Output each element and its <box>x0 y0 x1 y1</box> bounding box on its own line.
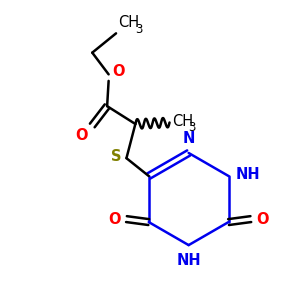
Text: CH: CH <box>118 15 140 30</box>
Text: NH: NH <box>236 167 261 182</box>
Text: 3: 3 <box>135 23 142 36</box>
Text: NH: NH <box>176 253 201 268</box>
Text: O: O <box>109 212 121 226</box>
Text: O: O <box>256 212 269 226</box>
Text: O: O <box>75 128 88 143</box>
Text: 3: 3 <box>188 122 196 134</box>
Text: O: O <box>112 64 125 80</box>
Text: CH: CH <box>172 114 193 129</box>
Text: N: N <box>182 130 195 146</box>
Text: S: S <box>111 149 121 164</box>
